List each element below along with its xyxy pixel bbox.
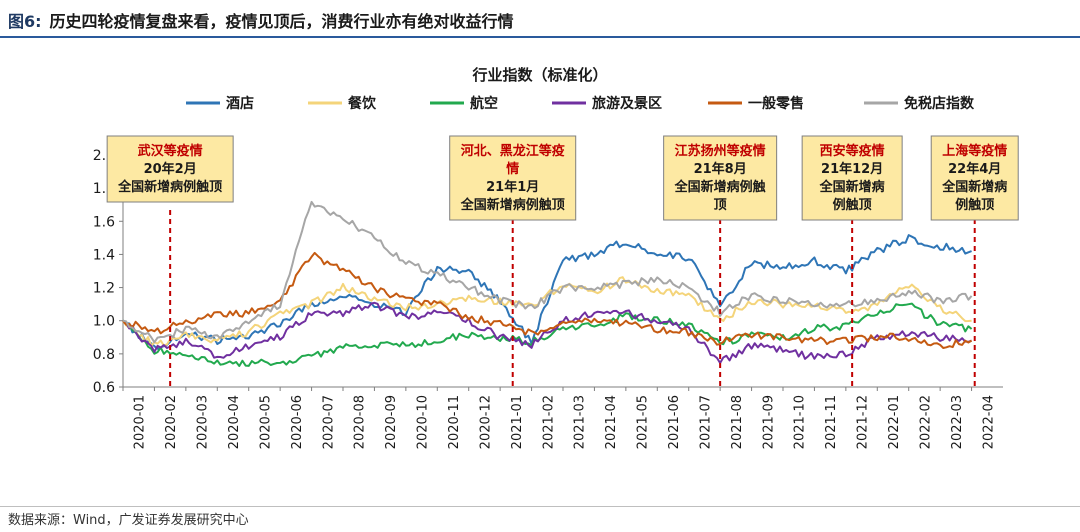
event-annotation-text: 全国新增病例触顶: [117, 179, 222, 195]
y-tick-label: 1.6: [93, 214, 115, 230]
event-annotation-box: [930, 135, 1019, 221]
legend-label: 旅游及景区: [592, 95, 662, 112]
y-tick-label: 0.6: [93, 380, 115, 396]
line-chart: 行业指数（标准化） 酒店 餐饮 航空 旅游及景区 一般零售 免税店指数 0.6 0.8 1.0…: [93, 66, 1019, 449]
event-annotation-text: 21年1月: [486, 179, 539, 195]
event-annotation-text: 河北、黑龙江等疫: [461, 143, 565, 159]
x-tick-label: 2021-05: [636, 395, 651, 449]
x-tick-label: 2020-10: [416, 395, 431, 449]
x-tick-label: 2021-01: [510, 395, 525, 449]
event-annotation-text: 例触顶: [955, 197, 994, 213]
x-tick-label: 2020-06: [290, 395, 305, 449]
series-line-航空: [122, 302, 973, 367]
figure-header: 图6: 历史四轮疫情复盘来看，疫情见顶后，消费行业亦有绝对收益行情: [0, 0, 1080, 36]
x-tick-label: 2021-12: [856, 395, 871, 449]
x-tick-label: 2022-01: [887, 395, 902, 449]
figure-title: 图6: 历史四轮疫情复盘来看，疫情见顶后，消费行业亦有绝对收益行情: [8, 8, 514, 32]
event-annotation-text: 江苏扬州等疫情: [675, 143, 766, 159]
event-annotation-text: 情: [506, 161, 519, 177]
series-line-酒店: [122, 234, 972, 350]
event-annotation-box: [106, 135, 234, 203]
event-annotation-box: [801, 135, 903, 221]
event-annotation-box: [449, 135, 577, 221]
event-annotations: 武汉等疫情20年2月全国新增病例触顶河北、黑龙江等疫情21年1月全国新增病例触顶…: [106, 135, 1019, 221]
event-annotation-text: 21年8月: [694, 161, 747, 177]
event-annotation-text: 全国新增病例触顶: [460, 197, 565, 213]
event-annotation-text: 全国新增病: [941, 179, 1007, 195]
data-source: 数据来源：Wind，广发证券发展研究中心: [8, 513, 249, 528]
event-annotation-text: 武汉等疫情: [138, 143, 203, 159]
y-axis: 0.60.81.01.21.41.61.82.0: [93, 148, 124, 396]
legend-label: 一般零售: [748, 95, 804, 112]
event-annotation-text: 全国新增病例触: [674, 179, 766, 195]
x-tick-label: 2022-02: [918, 395, 933, 449]
figure-number: 图6:: [8, 12, 42, 31]
event-annotation-text: 21年12月: [821, 161, 883, 177]
x-tick-label: 2021-07: [698, 395, 713, 449]
x-tick-label: 2021-06: [667, 395, 682, 449]
chart-legend: 酒店 餐饮 航空 旅游及景区 一般零售 免税店指数: [186, 95, 975, 112]
y-tick-label: 0.8: [93, 347, 115, 363]
x-tick-label: 2022-04: [981, 395, 996, 449]
x-tick-label: 2020-07: [321, 395, 336, 449]
y-tick-label: 1.4: [93, 247, 115, 263]
event-annotation-text: 上海等疫情: [942, 143, 1007, 159]
x-tick-label: 2021-10: [793, 395, 808, 449]
x-tick-label: 2020-01: [133, 395, 148, 449]
figure-title-text: 历史四轮疫情复盘来看，疫情见顶后，消费行业亦有绝对收益行情: [49, 12, 514, 31]
x-tick-label: 2022-03: [950, 395, 965, 449]
series-line-餐饮: [122, 276, 972, 347]
legend-label: 酒店: [226, 95, 254, 112]
header-rule: [0, 36, 1080, 38]
x-tick-label: 2020-11: [447, 395, 462, 449]
series-line-免税店指数: [122, 200, 973, 344]
y-tick-label: 1.2: [93, 281, 115, 297]
series-line-旅游及景区: [122, 301, 972, 364]
event-annotation-text: 顶: [714, 198, 727, 213]
legend-label: 航空: [470, 95, 498, 112]
x-tick-label: 2021-04: [604, 395, 619, 449]
x-tick-label: 2021-03: [573, 395, 588, 449]
event-annotation-text: 22年4月: [948, 161, 1001, 177]
x-axis: 2020-01 2020-02 2020-03 2020-04 2020-05 2020-…: [122, 386, 1003, 449]
x-tick-label: 2020-12: [478, 395, 493, 449]
x-tick-label: 2021-08: [730, 395, 745, 449]
event-annotation-text: 全国新增病: [819, 179, 885, 195]
x-tick-label: 2020-08: [353, 395, 368, 449]
event-annotation-text: 西安等疫情: [820, 143, 885, 159]
event-annotation-text: 例触顶: [833, 197, 872, 213]
x-tick-label: 2020-03: [196, 395, 211, 449]
series-lines: [122, 200, 973, 367]
series-line-一般零售: [122, 251, 973, 349]
event-markers: [169, 210, 976, 387]
y-tick-label: 1.0: [93, 314, 115, 330]
x-tick-label: 2020-05: [258, 395, 273, 449]
x-tick-label: 2020-02: [164, 395, 179, 449]
legend-label: 餐饮: [347, 95, 377, 112]
chart-title: 行业指数（标准化）: [471, 66, 607, 84]
event-annotation-box: [663, 135, 778, 221]
legend-label: 免税店指数: [904, 95, 975, 112]
x-tick-label: 2021-02: [541, 395, 556, 449]
event-annotation-text: 20年2月: [144, 161, 197, 177]
x-tick-label: 2020-04: [227, 395, 242, 449]
x-tick-label: 2021-11: [824, 395, 839, 449]
x-tick-label: 2021-09: [761, 395, 776, 449]
x-tick-label: 2020-09: [384, 395, 399, 449]
footer-rule: [0, 506, 1080, 507]
